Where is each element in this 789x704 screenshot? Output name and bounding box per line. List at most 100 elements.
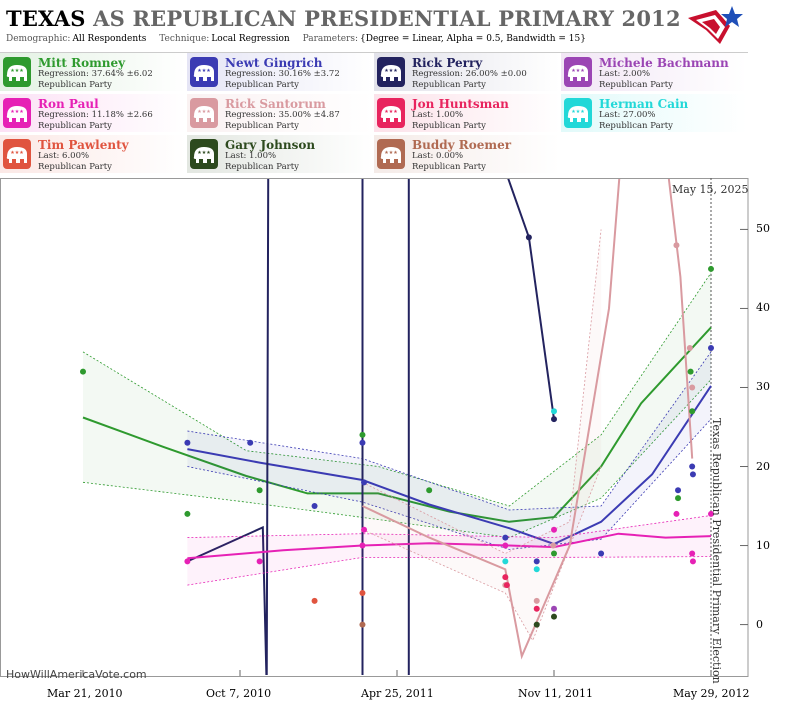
elephant-icon: ★★★ [3,98,31,128]
current-date-label: May 15, 2025 [672,183,749,196]
rick-santorum-confidence-band [362,229,602,641]
ron-paul-poll-point-4 [502,542,509,549]
series-layer [80,179,714,675]
newt-gingrich-poll-point-1 [247,439,254,446]
candidate-stat: Last: 6.00% [38,151,90,161]
rick-perry-poll-point-0 [525,234,532,241]
ron-paul-poll-point-7 [689,550,696,557]
ron-paul-poll-point-1 [256,558,263,565]
ron-paul-poll-point-6 [673,510,680,517]
legend-item-tim-pawlenty: ★★★ Tim Pawlenty Last: 6.00% Republican Par… [0,135,186,173]
candidate-party: Republican Party [38,121,112,131]
buddy-roemer-poll-point-0 [359,621,366,628]
candidate-stat: Last: 2.00% [599,69,651,79]
candidate-stat: Last: 1.00% [412,110,464,120]
candidate-name: Mitt Romney [38,56,126,70]
mitt-romney-lower-bound [82,379,712,539]
rick-santorum-poll-point-4 [686,344,693,351]
candidate-party: Republican Party [412,162,486,172]
candidate-name: Tim Pawlenty [38,138,129,152]
svg-text:★★★: ★★★ [10,109,24,115]
ron-paul-poll-point-0 [184,558,191,565]
newt-gingrich-poll-point-9 [689,463,696,470]
candidate-stat: Regression: 30.16% ±3.72 [225,69,340,79]
candidate-stat: Last: 0.00% [412,151,464,161]
plot-frame [0,178,749,677]
mitt-romney-poll-point-2 [256,487,263,494]
mitt-romney-trend-line [82,326,712,523]
candidate-party: Republican Party [38,162,112,172]
legend-item-jon-huntsman: ★★★ Jon Huntsman Last: 1.00% Republican Par… [374,94,560,132]
candidate-stat: Regression: 11.18% ±2.66 [38,110,153,120]
candidate-party: Republican Party [412,80,486,90]
svg-text:★★★: ★★★ [10,150,24,156]
y-tick-label: 40 [756,301,770,315]
ron-paul-poll-point-9 [708,510,714,517]
y-tick-label: 30 [756,380,770,394]
rick-perry-poll-point-1 [551,416,557,423]
elephant-icon: ★★★ [3,57,31,87]
rick-santorum-poll-point-1 [533,597,540,604]
legend-item-mitt-romney: ★★★ Mitt Romney Regression: 37.64% ±6.02 Re… [0,53,186,91]
jon-huntsman-poll-point-2 [533,605,540,612]
parameters-line: Demographic: All Respondents Technique: Lo… [6,34,596,44]
candidate-party: Republican Party [38,80,112,90]
legend-item-rick-perry: ★★★ Rick Perry Regression: 26.00% ±0.00 Rep… [374,53,560,91]
legend-item-buddy-roemer: ★★★ Buddy Roemer Last: 0.00% Republican Par… [374,135,560,173]
y-tick-label: 0 [756,617,763,631]
svg-text:★★★: ★★★ [571,68,585,74]
elephant-icon: ★★★ [190,98,218,128]
newt-gingrich-lower-bound [187,418,712,550]
election-event-label: Texas Republican Presidential Primary El… [710,418,723,684]
x-tick-label: Mar 21, 2010 [47,687,123,700]
candidate-name: Buddy Roemer [412,138,512,152]
y-tick-label: 10 [756,538,770,552]
legend-item-newt-gingrich: ★★★ Newt Gingrich Regression: 30.16% ±3.72… [187,53,373,91]
poll-chart [0,178,749,677]
mitt-romney-poll-point-8 [689,408,696,415]
herman-cain-poll-point-0 [502,558,509,565]
ron-paul-poll-point-3 [361,526,368,533]
mitt-romney-poll-point-0 [80,368,86,375]
newt-gingrich-poll-point-8 [675,487,682,494]
mitt-romney-poll-point-7 [687,368,694,375]
chart-header: TEXAS AS REPUBLICAN PRESIDENTIAL PRIMARY… [0,0,748,53]
ron-paul-lower-bound [187,556,712,586]
newt-gingrich-poll-point-6 [533,558,540,565]
candidate-stat: Regression: 37.64% ±6.02 [38,69,153,79]
x-tick-label: Oct 7, 2010 [206,687,272,700]
legend-item-rick-santorum: ★★★ Rick Santorum Regression: 35.00% ±4.87… [187,94,373,132]
rick-santorum-trend-line [362,179,694,660]
tim-pawlenty-poll-point-1 [359,589,366,596]
candidate-name: Newt Gingrich [225,56,323,70]
mitt-romney-poll-point-4 [426,487,433,494]
herman-cain-poll-point-1 [533,566,540,573]
candidate-party: Republican Party [225,121,299,131]
site-logo-icon [688,6,743,44]
candidate-stat: Regression: 26.00% ±0.00 [412,69,527,79]
ron-paul-upper-bound [187,515,712,539]
tim-pawlenty-poll-point-0 [311,597,318,604]
candidate-party: Republican Party [599,121,673,131]
legend-item-ron-paul: ★★★ Ron Paul Regression: 11.18% ±2.66 Repub… [0,94,186,132]
ron-paul-trend-line [187,532,712,560]
svg-text:★★★: ★★★ [384,68,398,74]
legend-item-gary-johnson: ★★★ Gary Johnson Last: 1.00% Republican Par… [187,135,373,173]
parameters-value: {Degree = Linear, Alpha = 0.5, Bandwidth… [360,34,586,44]
demographic-value: All Respondents [72,34,147,44]
svg-text:★★★: ★★★ [197,150,211,156]
newt-gingrich-upper-bound [187,351,712,511]
svg-text:★★★: ★★★ [10,68,24,74]
candidate-stat: Regression: 35.00% ±4.87 [225,110,340,120]
gary-johnson-poll-point-0 [533,621,540,628]
mitt-romney-poll-point-5 [551,550,557,557]
newt-gingrich-poll-point-11 [708,344,714,351]
jon-huntsman-poll-point-1 [503,582,510,589]
x-tick-label: Apr 25, 2011 [361,687,434,700]
newt-gingrich-poll-point-5 [502,534,509,541]
ron-paul-poll-point-8 [689,558,696,565]
elephant-icon: ★★★ [3,139,31,169]
title-rest: AS REPUBLICAN PRESIDENTIAL PRIMARY 2012 [93,6,681,31]
candidate-name: Jon Huntsman [412,97,509,111]
gary-johnson-poll-point-1 [551,613,557,620]
